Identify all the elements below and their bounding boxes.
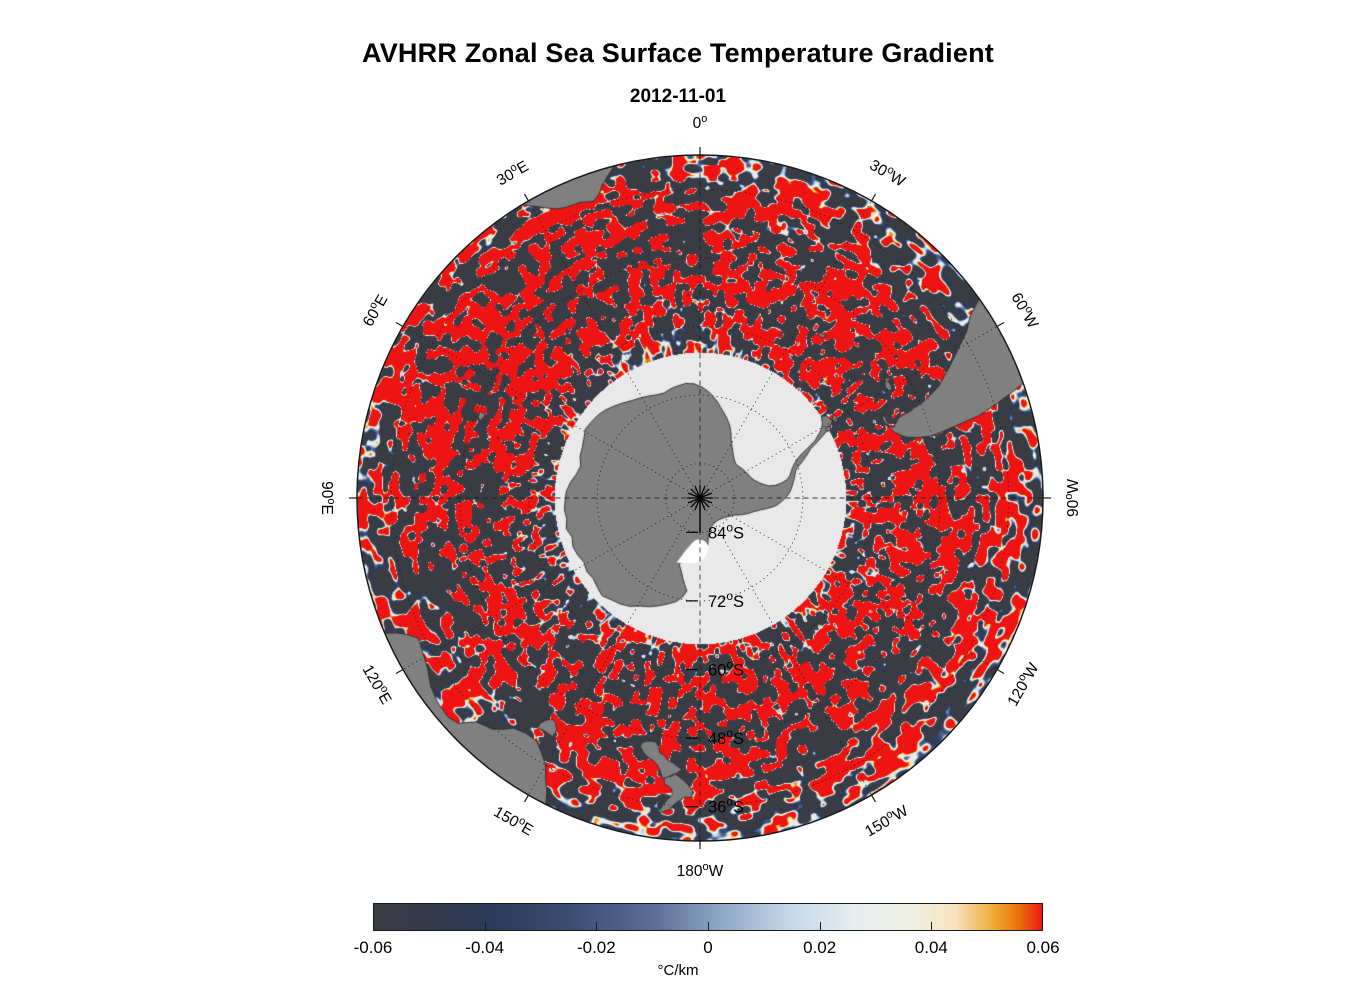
- colorbar-tick-label: 0.06: [1026, 938, 1060, 957]
- latitude-label: 36oS: [708, 795, 744, 817]
- colorbar-unit-label: °C/km: [657, 962, 699, 979]
- longitude-line: [703, 499, 998, 670]
- colorbar-tick: [708, 922, 709, 931]
- longitude-label: 120oW: [1003, 659, 1043, 709]
- longitude-line: [701, 200, 872, 495]
- longitude-line: [528, 200, 699, 495]
- longitude-label: 30oW: [866, 155, 909, 191]
- page-subtitle: 2012-11-01: [629, 86, 727, 107]
- latitude-label: 48oS: [708, 726, 744, 748]
- colorbar-tick: [484, 922, 486, 931]
- colorbar-tick-label: -0.02: [576, 938, 616, 957]
- latitude-label: 84oS: [708, 520, 744, 542]
- longitude-label: 180oW: [677, 861, 724, 880]
- latitude-label: 72oS: [708, 589, 744, 611]
- polar-map: 0o 30oE 60oE 90oE 120oE 150oE 180oW 150oW 120oW 9…: [318, 113, 1082, 880]
- longitude-tick: [870, 193, 877, 202]
- longitude-tick: [395, 668, 404, 675]
- longitude-tick: [523, 193, 530, 202]
- latitude-label: 60oS: [708, 658, 744, 680]
- longitude-tick: [996, 668, 1005, 675]
- longitude-tick: [395, 321, 404, 328]
- colorbar-tick-label: 0: [703, 938, 713, 957]
- longitude-label: 0o: [693, 113, 708, 132]
- longitude-label: 90oW: [1063, 479, 1082, 517]
- longitude-tick: [996, 321, 1005, 328]
- latitude-circle: [390, 188, 1010, 808]
- longitude-label: 90oE: [318, 481, 337, 515]
- longitude-line: [402, 326, 697, 497]
- longitude-line: [703, 326, 998, 497]
- page-title: AVHRR Zonal Sea Surface Temperature Grad…: [362, 38, 994, 68]
- longitude-label: 120oE: [359, 661, 397, 707]
- map-graticule-overlay: 0o 30oE 60oE 90oE 120oE 150oE 180oW 150oW 120oW 9…: [318, 113, 1082, 880]
- longitude-tick: [523, 794, 530, 803]
- longitude-line: [402, 499, 697, 670]
- longitude-label: 60oE: [358, 291, 391, 330]
- longitude-label: 150oE: [491, 802, 537, 840]
- graticule-lines: [349, 147, 1051, 849]
- colorbar-tick: [931, 922, 933, 931]
- colorbar-tick: [819, 922, 821, 931]
- latitude-labels: 84oS 72oS 60oS 48oS 36oS: [708, 520, 744, 817]
- longitude-line: [701, 501, 872, 796]
- colorbar: [373, 903, 1043, 931]
- longitude-line: [528, 501, 699, 796]
- colorbar-tick-label: -0.06: [353, 938, 393, 957]
- colorbar-tick: [596, 922, 598, 931]
- longitude-label: 60oW: [1007, 289, 1043, 332]
- latitude-circle: [596, 394, 804, 602]
- pole-marker: [687, 485, 713, 533]
- longitude-label: 150oW: [861, 800, 911, 840]
- colorbar-tick-label: -0.04: [465, 938, 505, 957]
- colorbar-tick-label: 0.04: [914, 938, 948, 957]
- longitude-tick: [870, 794, 877, 803]
- colorbar-tick-label: 0.02: [803, 938, 837, 957]
- longitude-label: 30oE: [493, 156, 532, 189]
